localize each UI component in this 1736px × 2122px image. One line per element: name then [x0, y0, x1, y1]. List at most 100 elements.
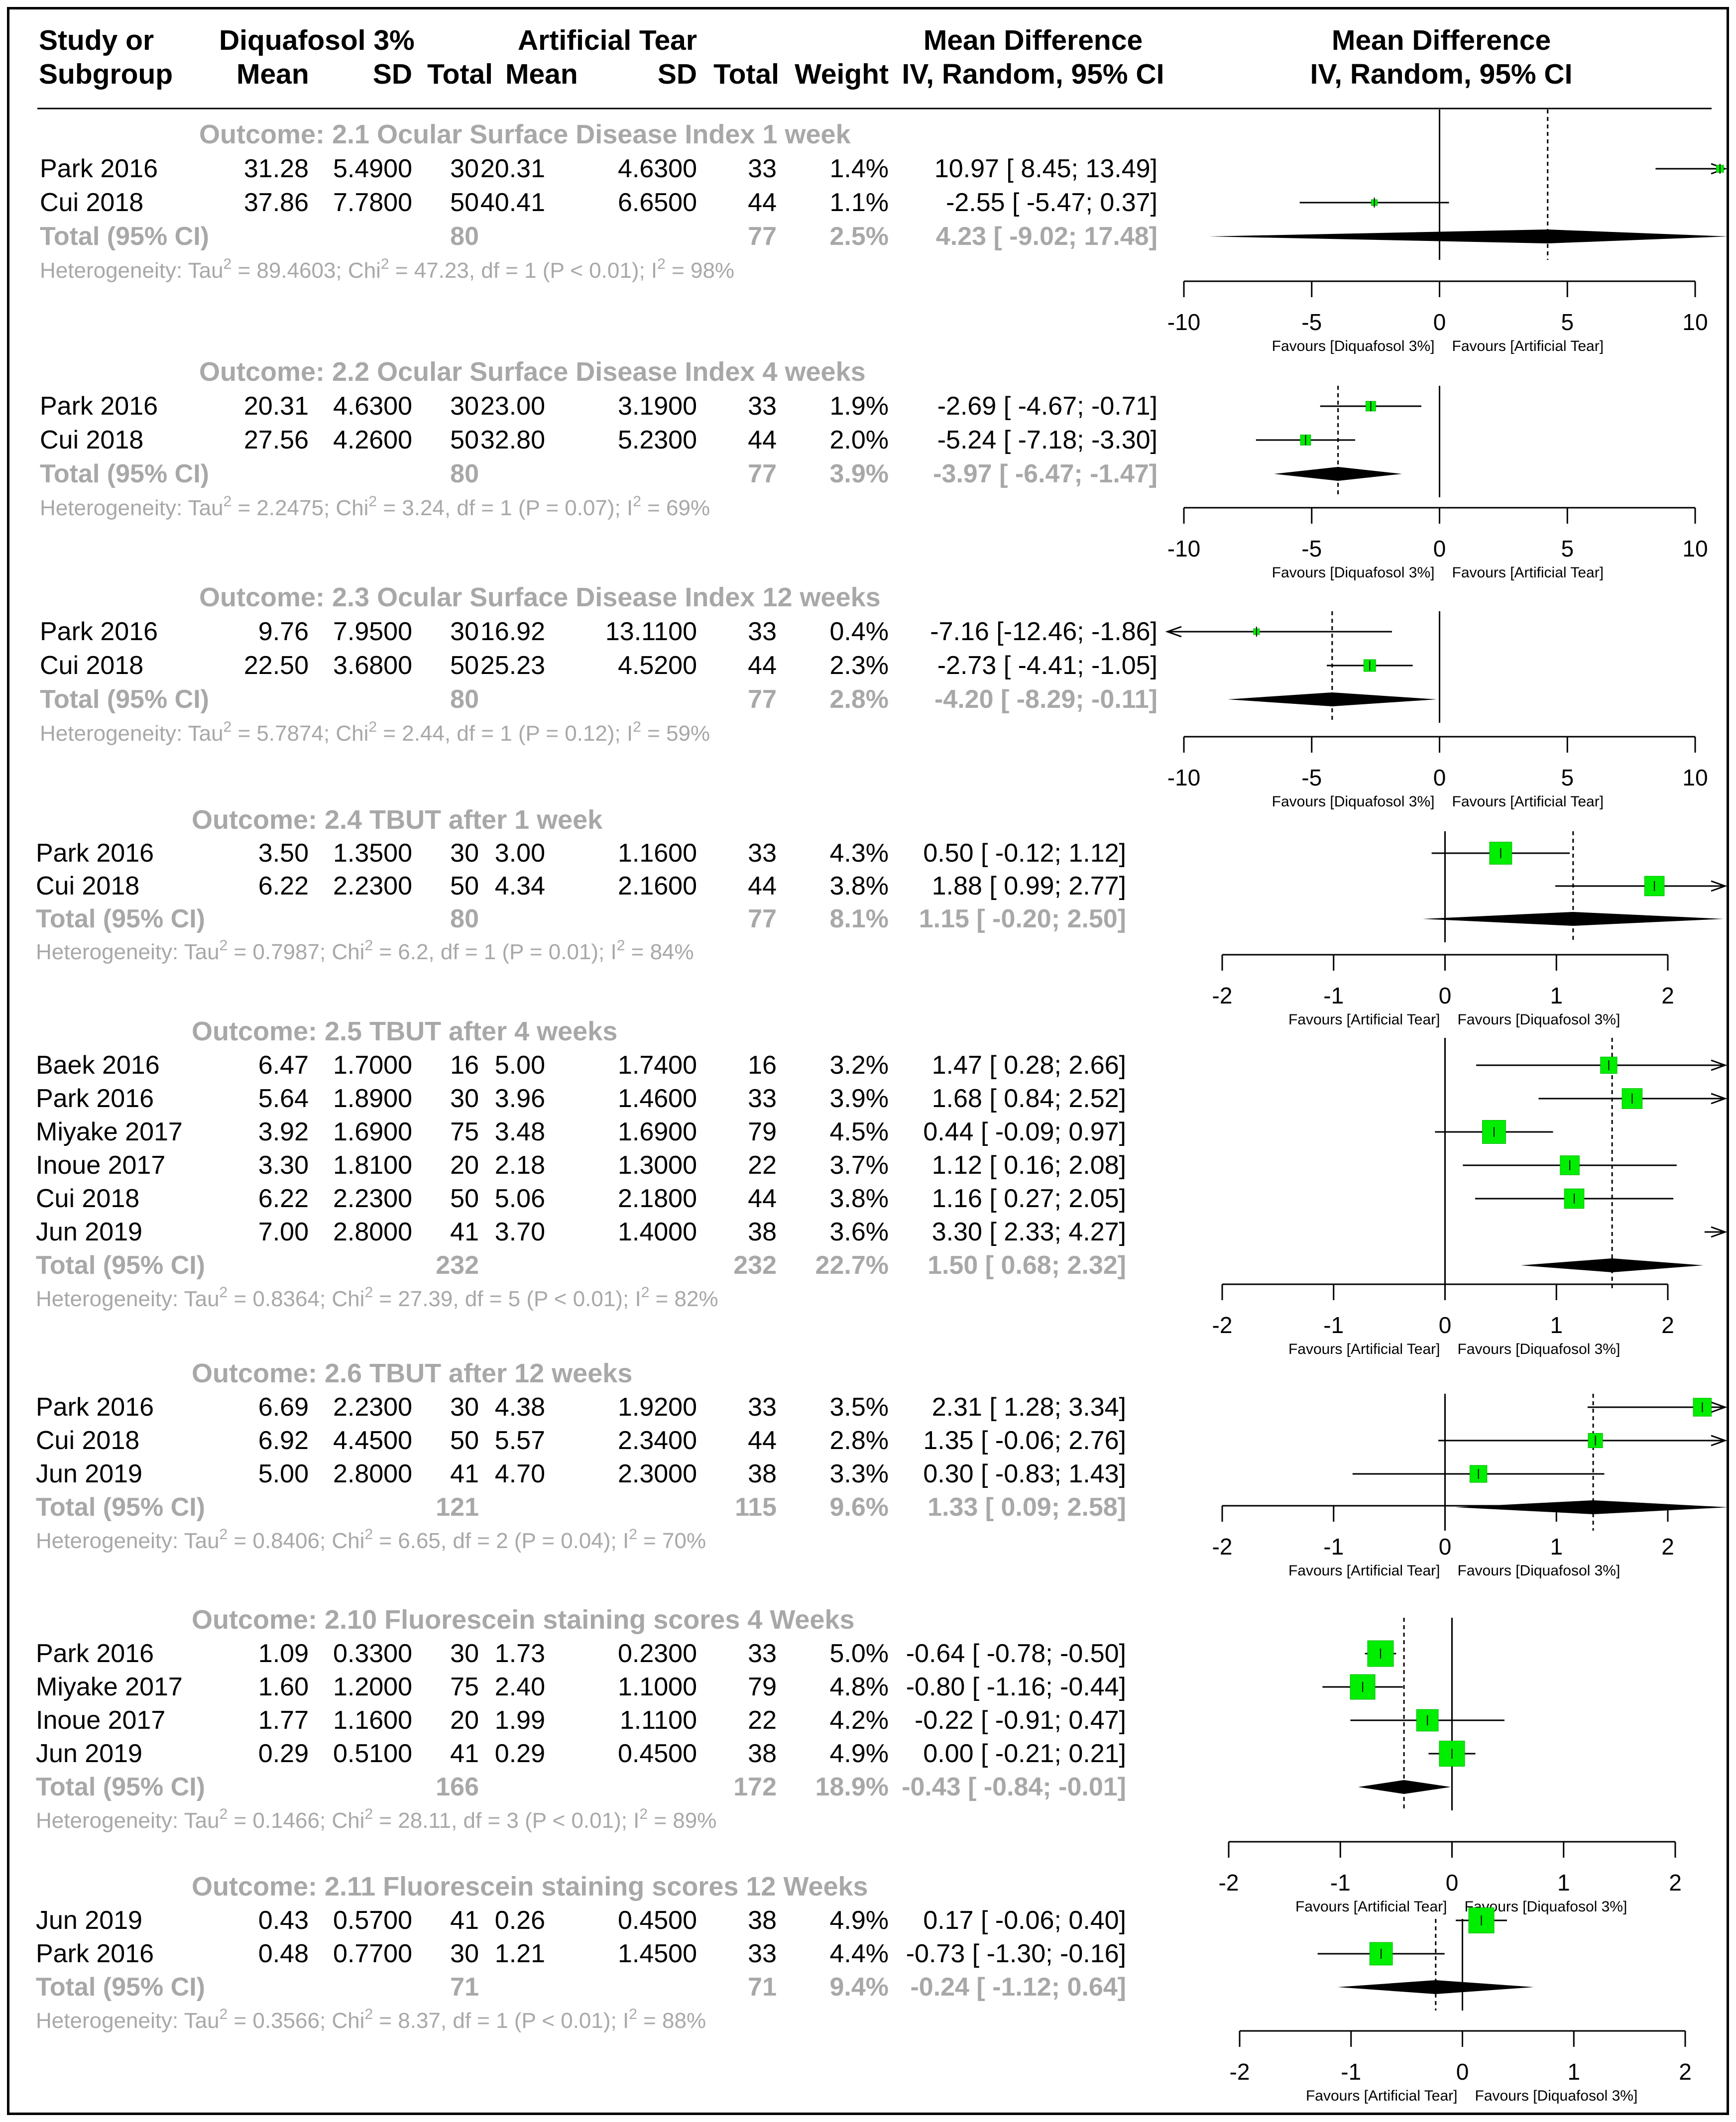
het-part: = 70%: [637, 1529, 706, 1553]
ci-arrow-right: [1711, 1226, 1728, 1238]
outcome-title: Outcome: 2.11 Fluorescein staining score…: [192, 1872, 868, 1901]
het-part: = 89%: [648, 1808, 716, 1833]
outcome-title: Outcome: 2.5 TBUT after 4 weeks: [192, 1016, 617, 1046]
superscript: 2: [633, 719, 641, 735]
total-weight: 2.5%: [829, 222, 889, 251]
favours-right-label: Favours [Artificial Tear]: [1452, 793, 1604, 810]
study-ci: 1.35 [ -0.06; 2.76]: [923, 1426, 1126, 1455]
study-weight: 4.8%: [829, 1673, 889, 1701]
study-sd2: 4.6300: [618, 154, 697, 183]
plot-panel: -2 -1 0 1 2 Favours [Artificial Tear] Favours …: [1212, 1038, 1728, 1357]
ci-arrow-right: [1711, 1435, 1728, 1447]
total-n2: 232: [733, 1251, 777, 1280]
study-weight: 3.3%: [829, 1459, 889, 1488]
axis-tick-label: 2: [1661, 1312, 1674, 1338]
axis-tick-label: -5: [1301, 536, 1322, 561]
ci-arrow-right: [1711, 1093, 1728, 1105]
study-row: Park 2016 1.09 0.3300 30 1.73 0.2300 33 5.0% -0.…: [36, 1639, 1126, 1668]
superscript: 2: [364, 1526, 373, 1543]
study-name: Park 2016: [36, 1393, 154, 1422]
study-row: Park 2016 20.31 4.6300 30 23.00 3.1900 33 1.9% -…: [40, 392, 1157, 421]
axis-tick-label: 1: [1567, 2059, 1580, 2085]
study-weight: 4.2%: [829, 1706, 889, 1735]
study-sd2: 2.3000: [618, 1459, 697, 1488]
study-n1: 20: [450, 1706, 479, 1735]
superscript: 2: [224, 719, 232, 735]
study-n2: 38: [748, 1459, 777, 1488]
study-name: Cui 2018: [36, 1426, 139, 1455]
favours-left-label: Favours [Diquafosol 3%]: [1272, 793, 1435, 810]
study-ci: -5.24 [ -7.18; -3.30]: [937, 426, 1157, 454]
study-sd1: 1.6900: [333, 1117, 412, 1146]
header-md-title: Mean Difference: [924, 24, 1143, 56]
superscript: 2: [364, 1806, 373, 1822]
total-label: Total (95% CI): [36, 1773, 205, 1801]
total-n1: 232: [436, 1251, 479, 1280]
total-weight: 18.9%: [815, 1773, 889, 1801]
header-plot-sub: IV, Random, 95% CI: [1310, 58, 1573, 90]
study-ci: -0.22 [ -0.91; 0.47]: [915, 1706, 1126, 1735]
study-ci: 0.44 [ -0.09; 0.97]: [923, 1117, 1126, 1146]
study-sd2: 1.4000: [618, 1218, 697, 1246]
study-weight: 3.8%: [829, 872, 889, 900]
axis-tick-label: -10: [1167, 765, 1200, 790]
axis-tick-label: 5: [1561, 309, 1574, 335]
axis-tick-label: -10: [1167, 536, 1200, 561]
study-sd1: 4.4500: [333, 1426, 412, 1455]
study-n1: 41: [450, 1459, 479, 1488]
total-ci: 1.15 [ -0.20; 2.50]: [919, 904, 1126, 933]
study-mean1: 6.22: [258, 1184, 309, 1213]
axis-tick-label: 2: [1661, 1534, 1674, 1560]
study-weight: 3.9%: [829, 1084, 889, 1113]
study-weight: 3.8%: [829, 1184, 889, 1213]
superscript: 2: [220, 1284, 228, 1301]
header-sd1: SD: [373, 58, 412, 90]
study-n1: 20: [450, 1151, 479, 1180]
superscript: 2: [220, 1526, 228, 1543]
pooled-diamond: [1227, 692, 1437, 706]
axis-tick-label: -1: [1323, 983, 1344, 1008]
study-sd1: 1.8100: [333, 1151, 412, 1180]
study-mean2: 32.80: [480, 426, 545, 454]
total-n2: 77: [748, 459, 777, 488]
het-part: = 2.44, df = 1 (P = 0.12); I: [377, 721, 633, 746]
het-part: = 84%: [625, 940, 694, 964]
study-sd2: 2.1600: [618, 872, 697, 900]
axis-tick-label: 0: [1439, 1312, 1452, 1338]
favours-left-label: Favours [Diquafosol 3%]: [1272, 564, 1435, 581]
het-part: = 98%: [666, 258, 734, 283]
axis-tick-label: -1: [1341, 2059, 1361, 2085]
study-mean1: 1.09: [258, 1639, 309, 1668]
study-mean1: 22.50: [244, 651, 309, 680]
study-n2: 33: [748, 839, 777, 868]
axis-tick-label: 0: [1439, 983, 1452, 1008]
study-ci: -0.80 [ -1.16; -0.44]: [906, 1673, 1126, 1701]
total-label: Total (95% CI): [40, 685, 209, 714]
outcome-title: Outcome: 2.4 TBUT after 1 week: [192, 805, 603, 835]
study-mean2: 3.96: [495, 1084, 545, 1113]
study-mean2: 0.26: [495, 1906, 545, 1935]
ci-arrow-right: [1711, 163, 1728, 175]
study-mean1: 0.48: [258, 1939, 309, 1968]
study-n1: 50: [450, 426, 479, 454]
study-mean2: 2.40: [495, 1673, 545, 1701]
study-sd2: 1.4600: [618, 1084, 697, 1113]
total-n1: 80: [450, 904, 479, 933]
favours-left-label: Favours [Diquafosol 3%]: [1272, 338, 1435, 354]
superscript: 2: [364, 937, 373, 954]
pooled-diamond: [1455, 1500, 1729, 1514]
axis-tick-label: 10: [1682, 536, 1708, 561]
total-n1: 166: [436, 1773, 479, 1801]
ci-arrow-right: [1711, 1059, 1728, 1071]
study-mean2: 0.29: [495, 1739, 545, 1768]
study-n1: 50: [450, 1426, 479, 1455]
axis-tick-label: -1: [1323, 1534, 1344, 1560]
study-name: Park 2016: [36, 1939, 154, 1968]
study-n2: 33: [748, 154, 777, 183]
het-part: = 2.2475; Chi: [231, 496, 368, 520]
study-mean1: 0.29: [258, 1739, 309, 1768]
study-sd1: 0.7700: [333, 1939, 412, 1968]
heterogeneity-text: Heterogeneity: Tau2 = 2.2475; Chi2 = 3.2…: [40, 493, 710, 520]
study-weight: 3.5%: [829, 1393, 889, 1422]
study-n2: 33: [748, 617, 777, 646]
